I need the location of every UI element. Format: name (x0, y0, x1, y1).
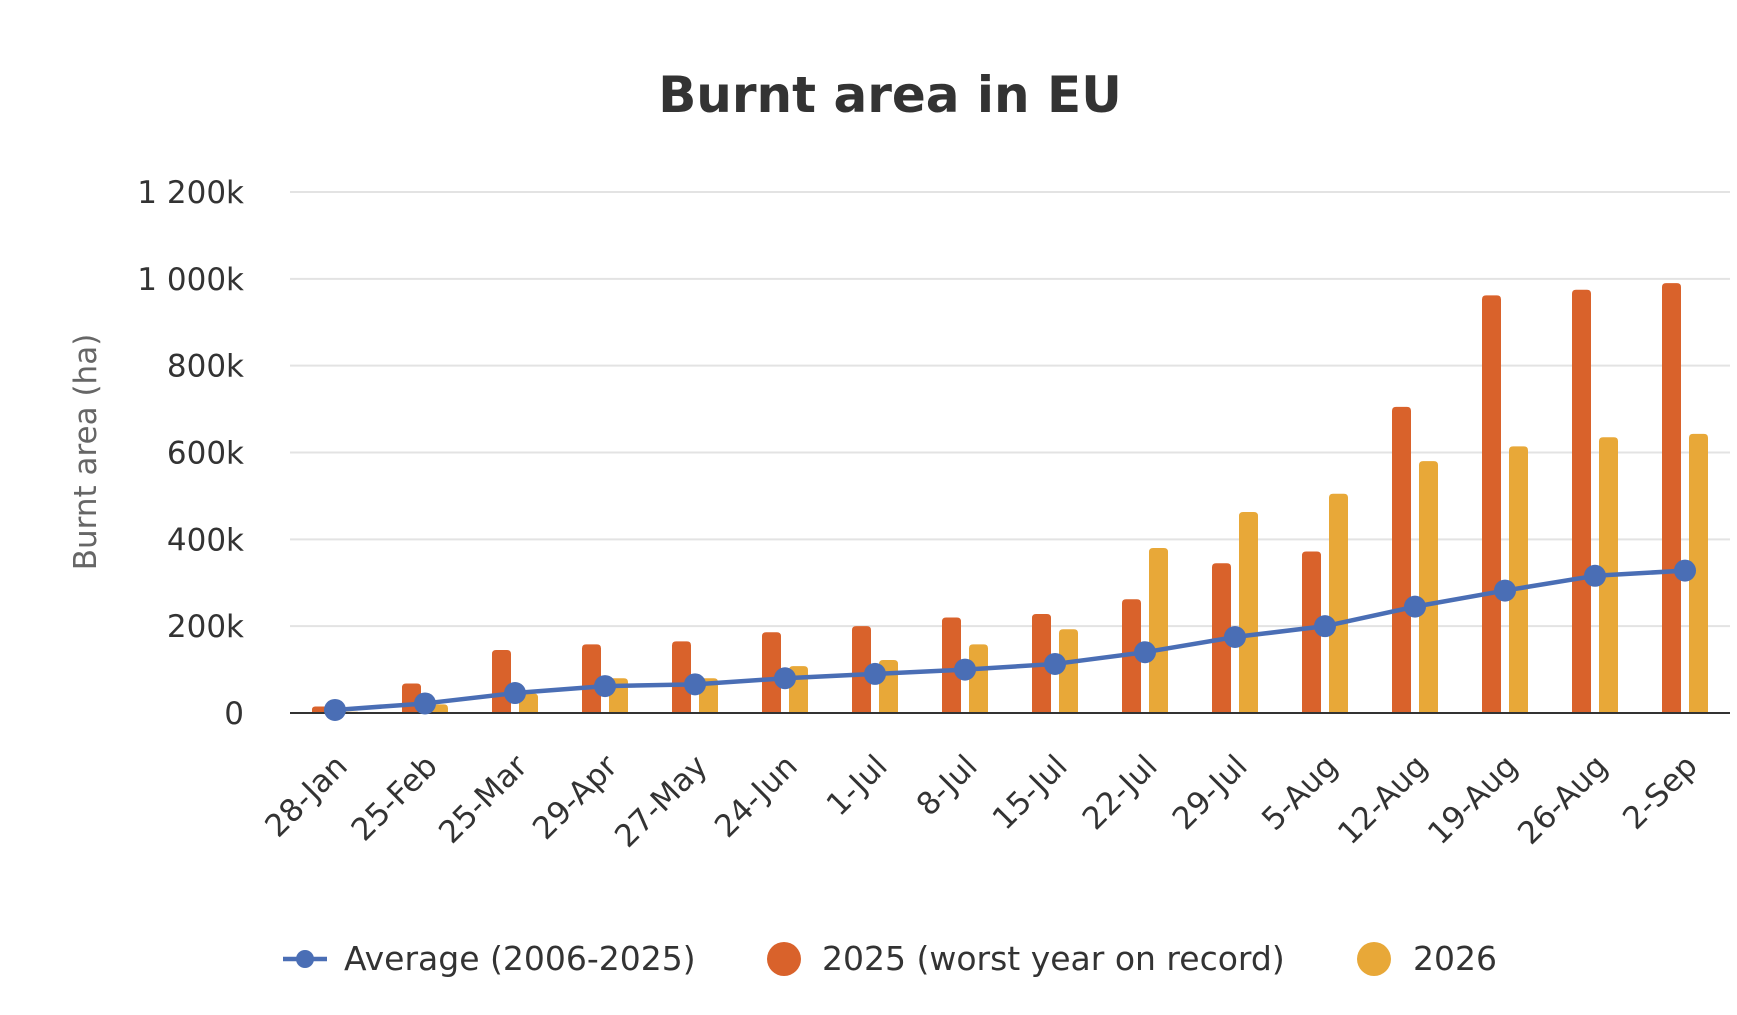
x-tick-label: 25-Mar (432, 748, 535, 851)
x-tick-label: 15-Jul (986, 748, 1075, 837)
bar-2025-24-jun (762, 632, 781, 713)
x-tick-label: 5-Aug (1255, 748, 1345, 838)
legend-label[interactable]: 2026 (1413, 939, 1497, 978)
average-point-29-apr (594, 675, 616, 698)
legend-symbol-2026 (1357, 942, 1391, 976)
bar-2026-29-jul (1239, 511, 1258, 713)
y-tick-label: 1 200k (137, 175, 244, 211)
x-tick-label: 28-Jan (258, 748, 354, 844)
x-tick-label: 25-Feb (345, 748, 445, 848)
average-point-25-mar (504, 682, 526, 705)
average-point-24-jun (774, 667, 796, 690)
bar-2025-1-jul (852, 626, 871, 713)
x-tick-label: 1-Jul (820, 748, 895, 823)
x-tick-label: 24-Jun (708, 748, 805, 845)
bar-2026-22-jul (1149, 548, 1168, 713)
y-tick-label: 200k (167, 609, 244, 645)
bars (312, 283, 1708, 713)
legend-marker-average (296, 950, 314, 968)
bar-2025-29-apr (582, 644, 601, 713)
average-point-15-jul (1044, 652, 1066, 675)
average-point-19-aug (1494, 579, 1516, 602)
y-axis-label: Burnt area (ha) (68, 334, 104, 571)
bar-2026-19-aug (1509, 446, 1528, 713)
bar-2025-26-aug (1572, 289, 1591, 713)
bar-2026-8-jul (969, 644, 988, 713)
average-point-1-jul (864, 662, 886, 685)
y-tick-label: 800k (167, 349, 244, 385)
x-tick-label: 19-Aug (1421, 748, 1525, 852)
x-tick-label: 2-Sep (1616, 748, 1705, 837)
x-tick-label: 29-Jul (1166, 748, 1255, 837)
average-line (334, 568, 1686, 713)
bar-2025-5-aug (1302, 551, 1321, 713)
y-tick-label: 0 (224, 696, 244, 732)
legend-label[interactable]: 2025 (worst year on record) (822, 939, 1285, 978)
average-point-5-aug (1314, 615, 1336, 638)
y-axis-ticks: 0 200k 400k 600k 800k 1 000k 1 200k (137, 175, 244, 732)
x-tick-label: 26-Aug (1511, 748, 1615, 852)
average-point-8-jul (954, 658, 976, 681)
x-tick-label: 27-May (608, 748, 715, 855)
average-point-12-aug (1404, 595, 1426, 618)
bar-2025-19-aug (1482, 295, 1501, 713)
average-point-25-feb (414, 692, 436, 715)
average-point-2-sep (1674, 559, 1696, 582)
bar-2025-8-jul (942, 617, 961, 713)
average-point-26-aug (1584, 564, 1606, 587)
y-tick-label: 600k (167, 436, 244, 472)
average-point-28-jan (324, 698, 346, 721)
y-tick-label: 400k (167, 522, 244, 558)
x-tick-label: 8-Jul (910, 748, 985, 823)
bar-2026-15-jul (1059, 629, 1078, 713)
bar-2025-12-aug (1392, 406, 1411, 713)
y-tick-label: 1 000k (137, 262, 244, 298)
legend-symbol-2025 (767, 942, 801, 976)
bar-2026-5-aug (1329, 493, 1348, 713)
x-tick-label: 12-Aug (1331, 748, 1435, 852)
average-point-22-jul (1134, 641, 1156, 664)
bar-2025-27-may (672, 641, 691, 713)
average-point-29-jul (1224, 626, 1246, 649)
average-point-27-may (684, 673, 706, 696)
legend: Average (2006-2025) 2025 (worst year on r… (283, 939, 1497, 978)
average-line-series (324, 559, 1696, 721)
bar-2025-2-sep (1662, 283, 1681, 713)
bar-2026-2-sep (1689, 433, 1708, 713)
bar-2026-12-aug (1419, 461, 1438, 713)
legend-label[interactable]: Average (2006-2025) (344, 939, 696, 978)
chart-title: Burnt area in EU (658, 66, 1122, 124)
bar-2025-25-mar (492, 650, 511, 713)
x-tick-label: 22-Jul (1076, 748, 1165, 837)
